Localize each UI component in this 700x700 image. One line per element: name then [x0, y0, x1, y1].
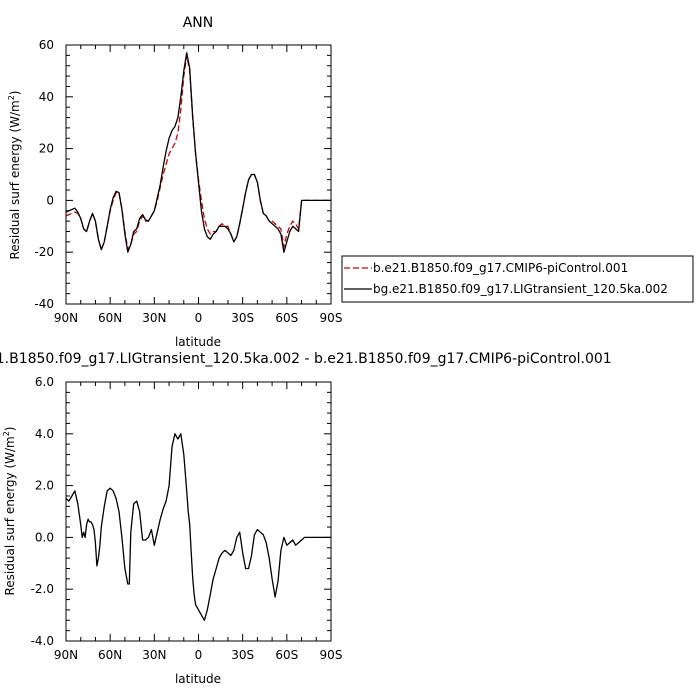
x-tick-label: 60N	[98, 311, 122, 325]
series-layer	[65, 433, 331, 621]
y-axis-label-main: Residual surf energy (W/m	[8, 100, 22, 259]
y-axis-label-close: )	[3, 426, 17, 431]
y-tick-label: -40	[34, 297, 54, 311]
plot-frame	[65, 381, 332, 642]
legend-label-lig: bg.e21.B1850.f09_g17.LIGtransient_120.5k…	[373, 282, 668, 296]
x-tick-label: 30N	[142, 311, 166, 325]
y-axis-label-main: Residual surf energy (W/m	[3, 436, 17, 595]
series-layer	[65, 52, 331, 253]
y-tick-label: -2.0	[31, 582, 54, 596]
plot-frame	[65, 44, 332, 305]
x-tick-label: 60N	[98, 648, 122, 662]
x-tick-label: 90S	[320, 648, 343, 662]
y-tick-label: 0	[46, 193, 54, 207]
series-line-lig	[65, 52, 331, 253]
y-axis: -4.0 -2.0 0.0 2.0 4.0 6.0	[31, 375, 331, 648]
x-axis: 90N 60N 30N 0 30S 60S 90S	[54, 45, 343, 325]
x-tick-label: 30N	[142, 648, 166, 662]
x-tick-label: 60S	[275, 311, 298, 325]
x-tick-label: 30S	[231, 311, 254, 325]
x-tick-label: 90N	[54, 311, 78, 325]
y-tick-label: -4.0	[31, 634, 54, 648]
y-axis-label: Residual surf energy (W/m2)	[7, 90, 22, 259]
y-tick-label: 60	[39, 38, 54, 52]
x-tick-label: 30S	[231, 648, 254, 662]
panel-annual-mean: ANN 90N 60N 30N 0 30S 60S 90S -40 -20 0 20 40 60 la…	[7, 15, 694, 349]
x-axis-label: latitude	[175, 672, 221, 686]
legend-label-control: b.e21.B1850.f09_g17.CMIP6-piControl.001	[373, 261, 628, 275]
y-axis-label-superscript: 2	[2, 431, 11, 436]
series-line-control	[65, 54, 331, 251]
y-axis-label-close: )	[8, 90, 22, 95]
y-axis-label-superscript: 2	[7, 95, 16, 100]
x-axis: 90N 60N 30N 0 30S 60S 90S	[54, 382, 343, 662]
y-tick-label: 6.0	[35, 375, 54, 389]
legend: b.e21.B1850.f09_g17.CMIP6-piControl.001 …	[341, 255, 694, 303]
legend-box	[341, 255, 694, 303]
x-tick-label: 90N	[54, 648, 78, 662]
y-tick-label: 20	[39, 142, 54, 156]
y-tick-label: 0.0	[35, 530, 54, 544]
x-tick-label: 0	[195, 311, 203, 325]
chart-title: ANN	[183, 15, 214, 31]
x-axis-label: latitude	[175, 335, 221, 349]
y-tick-label: 40	[39, 90, 54, 104]
y-tick-label: 2.0	[35, 479, 54, 493]
panel-difference: bg.e21.B1850.f09_g17.LIGtransient_120.5k…	[0, 351, 612, 686]
x-tick-label: 0	[195, 648, 203, 662]
x-tick-label: 60S	[275, 648, 298, 662]
y-tick-label: 4.0	[35, 427, 54, 441]
x-tick-label: 90S	[320, 311, 343, 325]
y-axis-label: Residual surf energy (W/m2)	[2, 426, 17, 595]
y-axis: -40 -20 0 20 40 60	[34, 38, 331, 311]
y-tick-label: -20	[34, 245, 54, 259]
chart-title: bg.e21.B1850.f09_g17.LIGtransient_120.5k…	[0, 351, 612, 367]
series-line-difference	[65, 433, 331, 621]
